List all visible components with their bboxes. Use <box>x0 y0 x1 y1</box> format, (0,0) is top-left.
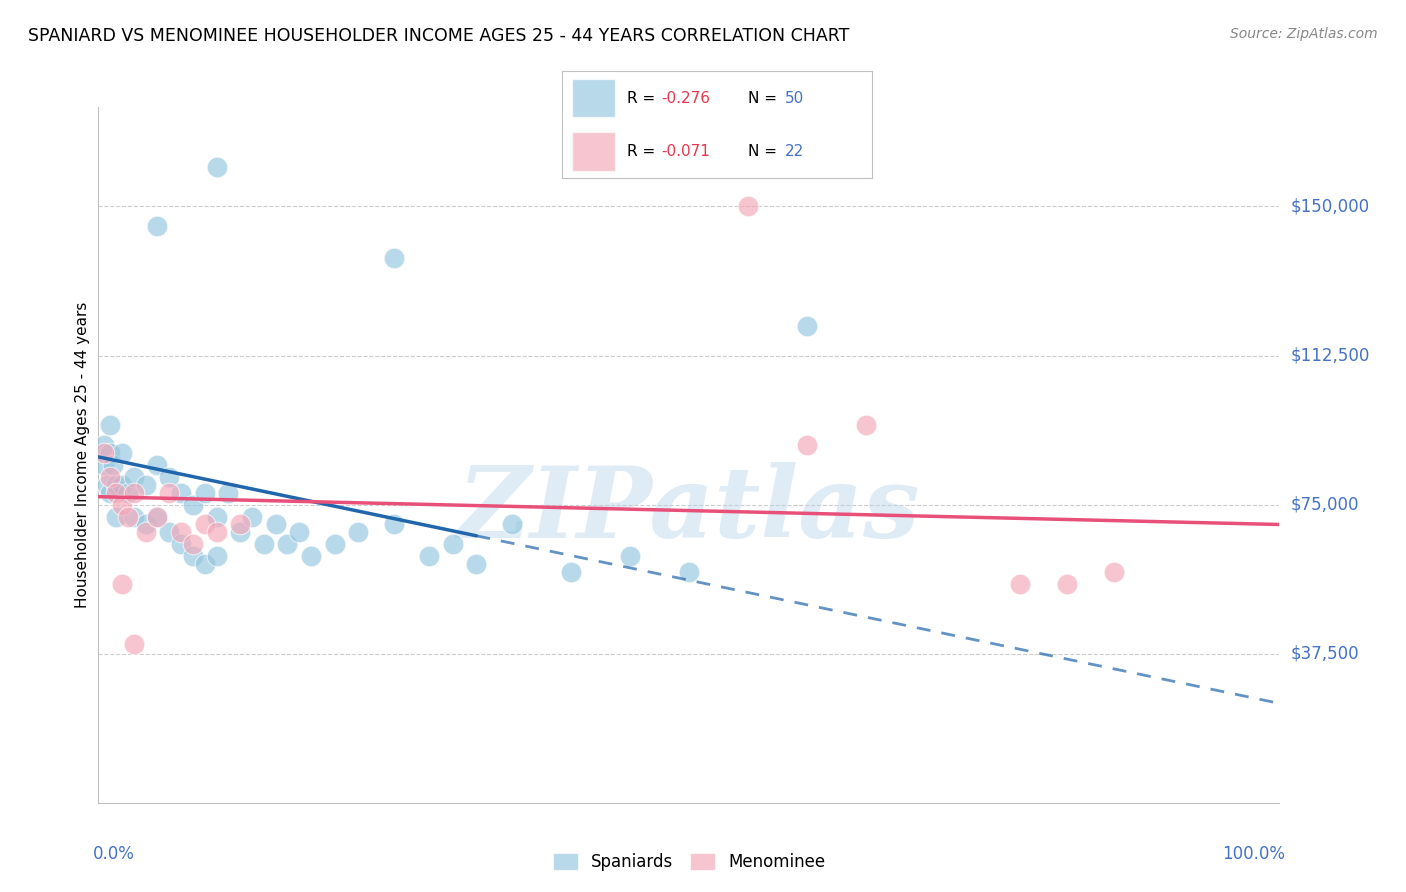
Text: 100.0%: 100.0% <box>1222 845 1285 863</box>
Text: $150,000: $150,000 <box>1291 197 1369 216</box>
Text: N =: N = <box>748 145 782 159</box>
Text: -0.071: -0.071 <box>661 145 710 159</box>
Point <box>205 525 228 540</box>
Point <box>157 470 180 484</box>
Y-axis label: Householder Income Ages 25 - 44 years: Householder Income Ages 25 - 44 years <box>75 301 90 608</box>
Point <box>1008 577 1031 591</box>
Point <box>111 577 134 591</box>
FancyBboxPatch shape <box>572 132 614 171</box>
Point <box>194 517 217 532</box>
Point <box>181 537 204 551</box>
Point <box>105 477 128 491</box>
Point <box>1102 565 1125 579</box>
Text: 0.0%: 0.0% <box>93 845 135 863</box>
Point <box>465 558 488 572</box>
Point <box>253 537 276 551</box>
FancyBboxPatch shape <box>572 78 614 118</box>
Point <box>146 509 169 524</box>
Point <box>855 418 877 433</box>
Point <box>347 525 370 540</box>
Text: 50: 50 <box>785 91 804 105</box>
Point <box>146 219 169 234</box>
Text: 22: 22 <box>785 145 804 159</box>
Point <box>796 318 818 333</box>
Point <box>181 498 204 512</box>
Point <box>229 525 252 540</box>
Text: -0.276: -0.276 <box>661 91 710 105</box>
Point <box>146 509 169 524</box>
Point <box>170 525 193 540</box>
Point <box>299 549 322 564</box>
Point <box>122 509 145 524</box>
Text: $112,500: $112,500 <box>1291 346 1369 365</box>
Text: $75,000: $75,000 <box>1291 496 1360 514</box>
Point <box>117 509 139 524</box>
Point <box>619 549 641 564</box>
Point <box>111 498 134 512</box>
Point <box>105 509 128 524</box>
Point <box>93 446 115 460</box>
Point <box>96 477 118 491</box>
Text: R =: R = <box>627 145 661 159</box>
Point <box>737 199 759 213</box>
Point <box>122 637 145 651</box>
Point <box>157 525 180 540</box>
Point <box>205 509 228 524</box>
Point <box>111 477 134 491</box>
Point <box>101 458 124 472</box>
Point <box>217 485 239 500</box>
Point <box>122 485 145 500</box>
Point <box>170 485 193 500</box>
Point <box>382 251 405 265</box>
Point <box>111 446 134 460</box>
Point <box>418 549 440 564</box>
Point <box>205 160 228 174</box>
Point <box>205 549 228 564</box>
Point <box>501 517 523 532</box>
Point <box>1056 577 1078 591</box>
Point <box>98 418 121 433</box>
Point <box>560 565 582 579</box>
Point <box>796 438 818 452</box>
Point <box>93 458 115 472</box>
Point <box>122 470 145 484</box>
Point <box>170 537 193 551</box>
Point <box>135 477 157 491</box>
Point <box>105 485 128 500</box>
Text: N =: N = <box>748 91 782 105</box>
Text: ZIPatlas: ZIPatlas <box>458 462 920 558</box>
Point <box>157 485 180 500</box>
Point <box>146 458 169 472</box>
Point <box>194 558 217 572</box>
Point <box>98 485 121 500</box>
Point <box>382 517 405 532</box>
Point <box>135 525 157 540</box>
Point <box>288 525 311 540</box>
Point <box>181 549 204 564</box>
Text: $37,500: $37,500 <box>1291 645 1360 663</box>
Point <box>264 517 287 532</box>
Point <box>678 565 700 579</box>
Point <box>135 517 157 532</box>
Point <box>194 485 217 500</box>
Point <box>93 438 115 452</box>
Point <box>323 537 346 551</box>
Legend: Spaniards, Menominee: Spaniards, Menominee <box>546 847 832 878</box>
Point <box>117 485 139 500</box>
Point <box>441 537 464 551</box>
Point <box>229 517 252 532</box>
Point <box>98 470 121 484</box>
Text: SPANIARD VS MENOMINEE HOUSEHOLDER INCOME AGES 25 - 44 YEARS CORRELATION CHART: SPANIARD VS MENOMINEE HOUSEHOLDER INCOME… <box>28 27 849 45</box>
Point <box>98 446 121 460</box>
Text: R =: R = <box>627 91 661 105</box>
Point <box>276 537 298 551</box>
Text: Source: ZipAtlas.com: Source: ZipAtlas.com <box>1230 27 1378 41</box>
Point <box>240 509 263 524</box>
